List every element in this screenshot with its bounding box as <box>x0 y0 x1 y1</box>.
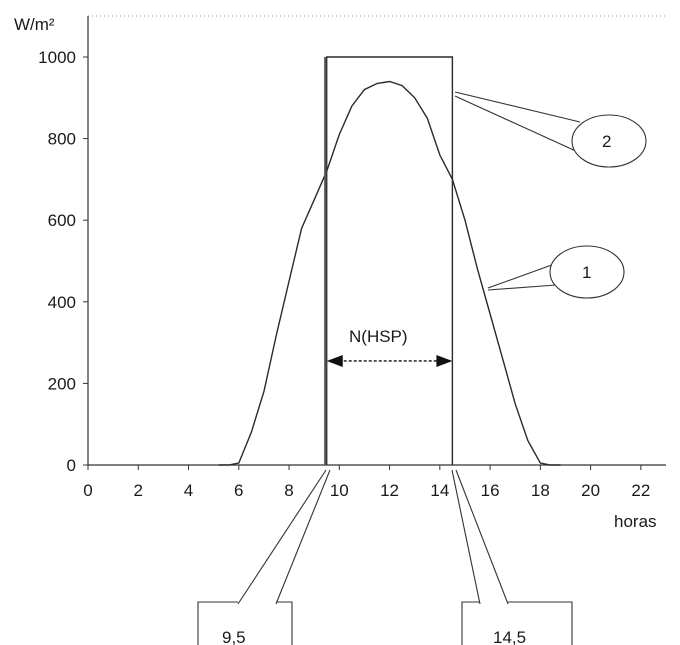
hsp-label: N(HSP) <box>349 327 408 346</box>
irradiance-curve <box>218 80 561 466</box>
x-tick-label: 2 <box>134 481 143 500</box>
callout-1-leader-bottom <box>487 284 557 291</box>
x-tick-label: 8 <box>284 481 293 500</box>
y-tick-label: 800 <box>48 130 76 149</box>
callout-start: 9,5 <box>197 469 331 645</box>
x-tick-label: 16 <box>481 481 500 500</box>
y-tick-label: 1000 <box>38 48 76 67</box>
y-axis-label: W/m² <box>14 15 55 34</box>
x-ticks: 0 2 4 6 8 10 12 14 16 18 20 22 <box>83 465 650 500</box>
callout-1-leader-top <box>487 261 561 289</box>
y-tick-label: 600 <box>48 211 76 230</box>
callout-end-box <box>461 601 573 645</box>
callout-end: 14,5 <box>451 469 573 645</box>
x-tick-label: 12 <box>380 481 399 500</box>
y-tick-label: 200 <box>48 374 76 393</box>
callout-2: 2 <box>454 91 647 168</box>
hsp-arrowhead-right <box>436 354 453 367</box>
callout-start-leader-left <box>237 469 327 605</box>
callout-start-text: 9,5 <box>222 628 246 645</box>
x-tick-label: 22 <box>631 481 650 500</box>
x-tick-label: 10 <box>330 481 349 500</box>
y-tick-label: 0 <box>67 456 76 475</box>
y-tick-label: 400 <box>48 293 76 312</box>
callout-1-ellipse <box>549 245 625 299</box>
callout-start-leader-right <box>275 469 331 605</box>
peak-sun-hours-rectangle <box>326 56 454 465</box>
x-tick-label: 20 <box>581 481 600 500</box>
hsp-duration-arrow <box>326 354 453 367</box>
hsp-arrowhead-left <box>326 354 343 367</box>
callout-end-text: 14,5 <box>493 628 526 645</box>
callout-1: 1 <box>487 245 625 299</box>
x-tick-label: 14 <box>430 481 449 500</box>
x-tick-label: 0 <box>83 481 92 500</box>
callout-2-text: 2 <box>602 132 611 151</box>
x-tick-label: 18 <box>531 481 550 500</box>
x-tick-label: 6 <box>234 481 243 500</box>
x-axis-label: horas <box>614 512 657 531</box>
axes <box>87 16 666 466</box>
y-ticks: 0 200 400 600 800 1000 <box>38 48 88 475</box>
callout-2-leader-bottom <box>454 95 579 153</box>
callout-2-ellipse <box>571 114 647 168</box>
callout-end-leader-right <box>455 469 509 605</box>
callout-1-text: 1 <box>582 263 591 282</box>
x-tick-label: 4 <box>184 481 193 500</box>
callout-end-leader-left <box>451 469 481 605</box>
callout-2-leader-top <box>454 91 581 123</box>
callout-start-box <box>197 601 293 645</box>
